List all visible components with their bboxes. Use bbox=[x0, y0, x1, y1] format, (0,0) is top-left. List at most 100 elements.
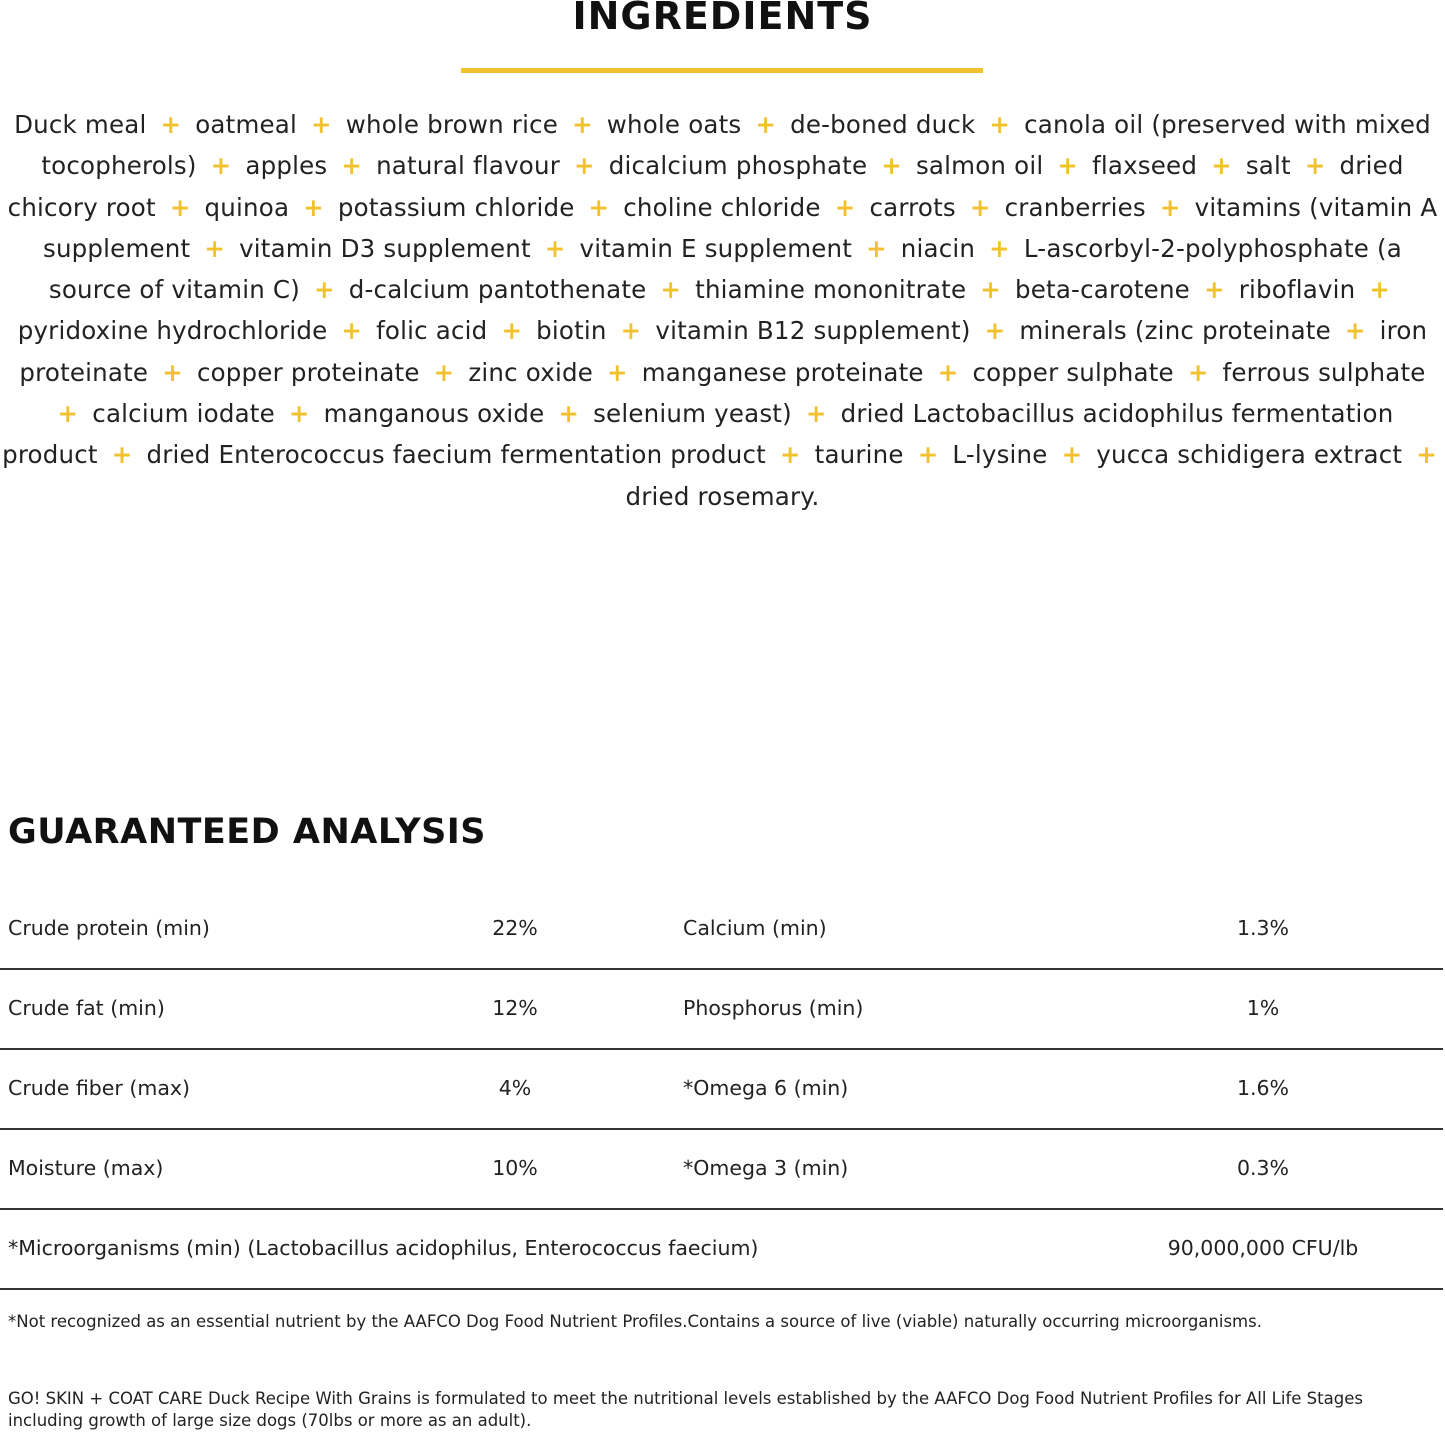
footnote: *Not recognized as an essential nutrient… bbox=[8, 1312, 1262, 1331]
ingredient-item: yucca schidigera extract bbox=[1096, 440, 1403, 470]
analysis-table: Crude protein (min) 22% Calcium (min) 1.… bbox=[0, 890, 1443, 1290]
ingredient-item: apples bbox=[245, 151, 328, 181]
plus-separator-icon: + bbox=[57, 399, 79, 429]
ingredient-item: natural flavour bbox=[376, 151, 560, 181]
plus-separator-icon: + bbox=[989, 110, 1011, 139]
ingredient-item: zinc oxide bbox=[468, 357, 593, 387]
ingredient-item: salt bbox=[1245, 151, 1291, 181]
nutrient-label: Crude protein (min) bbox=[8, 916, 210, 940]
ingredient-item: dicalcium phosphate bbox=[608, 151, 868, 181]
nutrient-label: Moisture (max) bbox=[8, 1156, 164, 1180]
guaranteed-analysis-title: GUARANTEED ANALYSIS bbox=[8, 812, 487, 852]
plus-separator-icon: + bbox=[1057, 151, 1079, 181]
plus-separator-icon: + bbox=[501, 316, 523, 346]
plus-separator-icon: + bbox=[1211, 151, 1232, 181]
nutrient-label: *Microorganisms (min) (Lactobacillus aci… bbox=[8, 1236, 759, 1260]
ingredient-item: oatmeal bbox=[195, 110, 298, 139]
ingredient-item: salmon oil bbox=[915, 151, 1044, 181]
ingredient-item: biotin bbox=[536, 316, 607, 346]
ingredient-item: vitamin E supplement bbox=[579, 233, 853, 263]
plus-separator-icon: + bbox=[805, 399, 827, 429]
aafco-statement: GO! SKIN + COAT CARE Duck Recipe With Gr… bbox=[8, 1389, 1363, 1430]
nutrient-label: *Omega 3 (min) bbox=[683, 1156, 849, 1180]
ingredient-item: whole oats bbox=[606, 110, 742, 139]
ingredient-item: potassium chloride bbox=[337, 192, 575, 222]
plus-separator-icon: + bbox=[755, 110, 777, 139]
plus-separator-icon: + bbox=[989, 233, 1010, 263]
plus-separator-icon: + bbox=[288, 399, 310, 429]
ingredient-item: dried chicory root bbox=[7, 151, 1404, 222]
nutrient-label: Calcium (min) bbox=[683, 916, 827, 940]
plus-separator-icon: + bbox=[160, 110, 182, 139]
plus-separator-icon: + bbox=[544, 233, 566, 263]
ingredients-list: Duck meal + oatmeal + whole brown rice +… bbox=[0, 104, 1445, 517]
plus-separator-icon: + bbox=[1304, 151, 1326, 181]
ingredient-item: dried Enterococcus faecium fermentation … bbox=[146, 440, 766, 470]
plus-separator-icon: + bbox=[341, 151, 363, 181]
ingredient-item: whole brown rice bbox=[345, 110, 559, 139]
table-row: Crude fiber (max) 4% *Omega 6 (min) 1.6% bbox=[0, 1050, 1443, 1130]
plus-separator-icon: + bbox=[1203, 275, 1225, 305]
ingredient-item: vitamin B12 supplement) bbox=[655, 316, 971, 346]
plus-separator-icon: + bbox=[311, 110, 332, 139]
ingredient-item: taurine bbox=[814, 440, 904, 470]
plus-separator-icon: + bbox=[1061, 440, 1083, 470]
plus-separator-icon: + bbox=[606, 357, 628, 387]
plus-separator-icon: + bbox=[984, 316, 1006, 346]
ingredient-item: canola oil (preserved with mixed tocophe… bbox=[41, 110, 1431, 181]
nutrient-value: 0.3% bbox=[1236, 1156, 1290, 1180]
ingredient-item: vitamin D3 supplement bbox=[239, 233, 531, 263]
ingredient-item: cranberries bbox=[1004, 192, 1146, 222]
ingredients-title: INGREDIENTS bbox=[572, 0, 873, 38]
nutrient-value: 4% bbox=[498, 1076, 532, 1100]
plus-separator-icon: + bbox=[573, 151, 595, 181]
ingredient-item: minerals (zinc proteinate bbox=[1019, 316, 1331, 346]
plus-separator-icon: + bbox=[1344, 316, 1366, 346]
plus-separator-icon: + bbox=[1187, 357, 1209, 387]
plus-separator-icon: + bbox=[834, 192, 856, 222]
ingredient-item: de-boned duck bbox=[790, 110, 976, 139]
ingredient-item: vitamins (vitamin A supplement bbox=[42, 192, 1438, 263]
ingredient-item: manganous oxide bbox=[323, 399, 545, 429]
nutrient-value: 1.6% bbox=[1236, 1076, 1290, 1100]
title-underline bbox=[461, 68, 983, 73]
ingredient-item: Duck meal bbox=[14, 110, 147, 139]
ingredient-item: folic acid bbox=[376, 316, 488, 346]
nutrient-label: Crude fiber (max) bbox=[8, 1076, 191, 1100]
nutrient-value: 1.3% bbox=[1236, 916, 1290, 940]
ingredient-item: beta-carotene bbox=[1014, 275, 1190, 305]
ingredient-item: choline chloride bbox=[623, 192, 821, 222]
plus-separator-icon: + bbox=[660, 275, 682, 305]
ingredient-item: quinoa bbox=[204, 192, 290, 222]
ingredient-item: L-ascorbyl-2-polyphosphate (a source of … bbox=[48, 233, 1402, 305]
plus-separator-icon: + bbox=[881, 151, 902, 181]
plus-separator-icon: + bbox=[303, 192, 324, 222]
ingredient-item: riboflavin bbox=[1238, 275, 1356, 305]
plus-separator-icon: + bbox=[917, 440, 939, 470]
plus-separator-icon: + bbox=[980, 275, 1001, 305]
plus-separator-icon: + bbox=[162, 357, 183, 387]
ingredient-item: niacin bbox=[900, 233, 976, 263]
nutrient-value: 12% bbox=[492, 996, 538, 1020]
nutrient-label: Crude fat (min) bbox=[8, 996, 165, 1020]
table-row: Crude protein (min) 22% Calcium (min) 1.… bbox=[0, 890, 1443, 970]
plus-separator-icon: + bbox=[1369, 275, 1391, 305]
nutrient-value: 22% bbox=[492, 916, 538, 940]
plus-separator-icon: + bbox=[866, 233, 887, 263]
table-row: Crude fat (min) 12% Phosphorus (min) 1% bbox=[0, 970, 1443, 1050]
ingredient-item: d-calcium pantothenate bbox=[348, 275, 647, 305]
ingredient-item: copper proteinate bbox=[196, 357, 420, 387]
nutrient-value: 10% bbox=[492, 1156, 538, 1180]
plus-separator-icon: + bbox=[572, 110, 593, 139]
ingredient-item: pyridoxine hydrochloride bbox=[17, 316, 328, 346]
plus-separator-icon: + bbox=[111, 440, 133, 470]
plus-separator-icon: + bbox=[969, 192, 991, 222]
plus-separator-icon: + bbox=[620, 316, 642, 346]
ingredient-item: calcium iodate bbox=[92, 399, 275, 429]
nutrient-value: 90,000,000 CFU/lb bbox=[1167, 1236, 1359, 1260]
table-row: Moisture (max) 10% *Omega 3 (min) 0.3% bbox=[0, 1130, 1443, 1210]
plus-separator-icon: + bbox=[1416, 440, 1437, 470]
plus-separator-icon: + bbox=[433, 357, 455, 387]
plus-separator-icon: + bbox=[169, 192, 191, 222]
plus-separator-icon: + bbox=[210, 151, 232, 181]
